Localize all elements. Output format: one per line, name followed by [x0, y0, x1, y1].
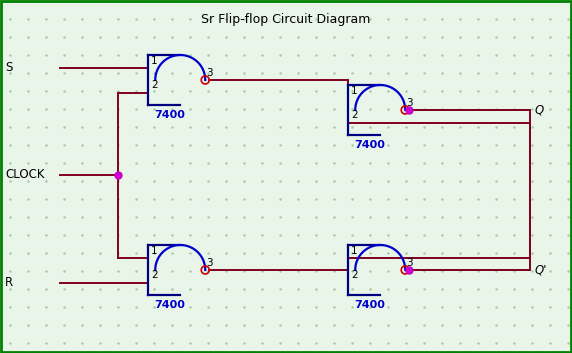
Text: 1: 1 [351, 245, 358, 256]
Text: 7400: 7400 [154, 110, 185, 120]
Text: 2: 2 [151, 270, 158, 281]
Text: CLOCK: CLOCK [5, 168, 45, 181]
Text: 1: 1 [151, 55, 158, 66]
Text: 2: 2 [351, 270, 358, 281]
Text: 7400: 7400 [154, 300, 185, 310]
Text: 7400: 7400 [354, 300, 385, 310]
Text: 1: 1 [151, 245, 158, 256]
Text: Q': Q' [535, 263, 547, 276]
Text: 2: 2 [151, 80, 158, 90]
Text: Q: Q [535, 103, 544, 116]
Text: 1: 1 [351, 85, 358, 96]
Text: R: R [5, 276, 13, 289]
Text: 3: 3 [206, 68, 213, 78]
Text: 7400: 7400 [354, 140, 385, 150]
Text: S: S [5, 61, 13, 74]
Text: 3: 3 [406, 98, 413, 108]
Text: 3: 3 [406, 258, 413, 268]
Text: 3: 3 [206, 258, 213, 268]
Text: 2: 2 [351, 110, 358, 120]
Text: Sr Flip-flop Circuit Diagram: Sr Flip-flop Circuit Diagram [201, 13, 371, 26]
